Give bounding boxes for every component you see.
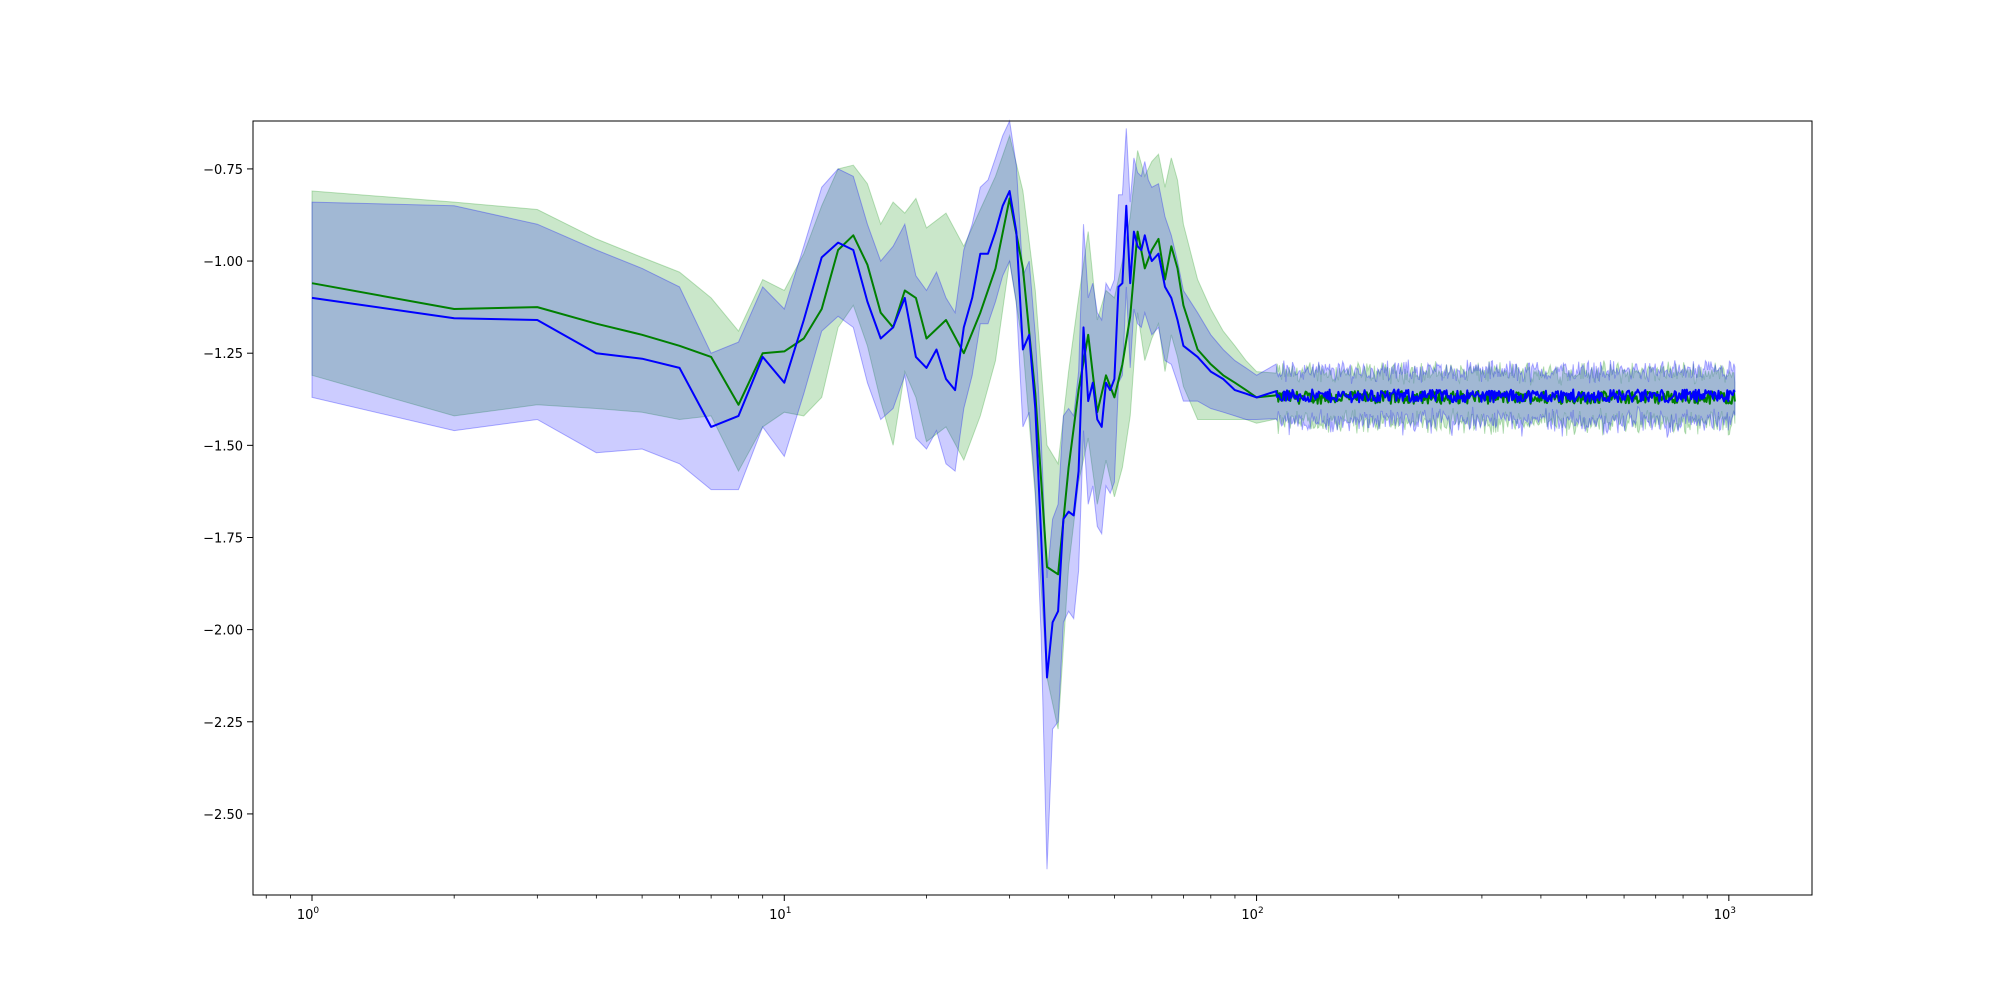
- series-1-band: [311, 119, 1736, 870]
- plot-frame: [252, 120, 1813, 896]
- series-0-band: [311, 133, 1736, 730]
- x-axis: 100 101 102 103: [265, 895, 1736, 923]
- confidence-bands: [311, 119, 1736, 870]
- y-tick-label: −2.00: [203, 624, 243, 639]
- y-tick-label: −1.25: [203, 347, 243, 362]
- y-axis: −0.75 −1.00 −1.25 −1.50 −1.75 −2.00 −2.25 −2.50: [203, 163, 253, 823]
- series-1-line: [311, 190, 1736, 679]
- x-tick-label: 102: [1241, 906, 1263, 923]
- y-tick-label: −1.00: [203, 255, 243, 270]
- series-lines: [311, 190, 1736, 679]
- y-tick-label: −1.50: [203, 439, 243, 454]
- y-tick-label: −1.75: [203, 531, 243, 546]
- x-tick-label: 101: [769, 906, 791, 923]
- y-tick-label: −2.50: [203, 808, 243, 823]
- x-tick-label: 100: [297, 906, 320, 923]
- y-tick-label: −0.75: [203, 163, 243, 178]
- y-tick-label: −2.25: [203, 716, 243, 731]
- x-tick-label: 103: [1714, 906, 1736, 923]
